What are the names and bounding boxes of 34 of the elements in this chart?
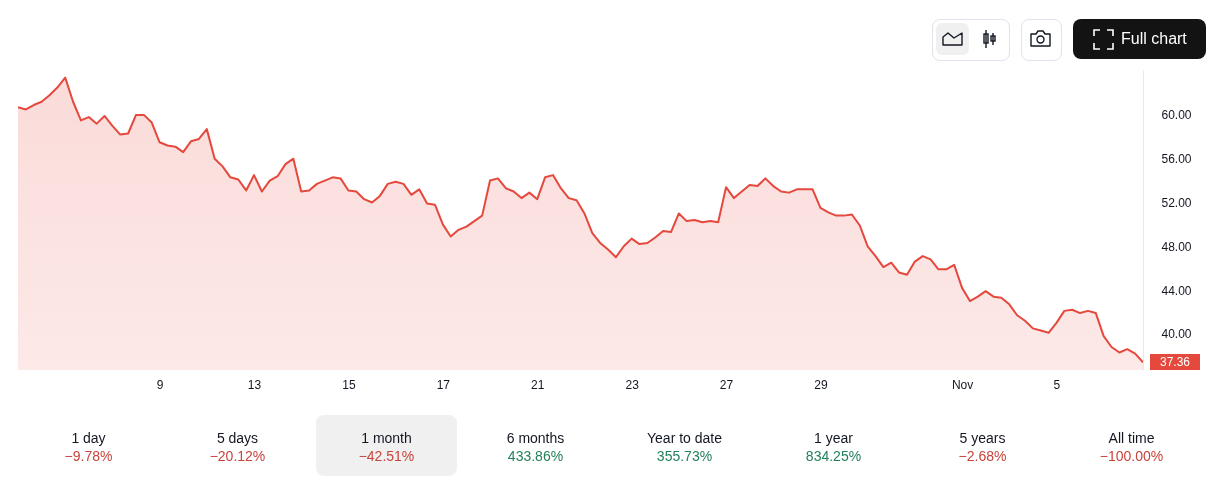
- text: 433.86%: [506, 447, 565, 465]
- y-tick-label: 48.00: [1161, 239, 1192, 254]
- y-tick-label: 56.00: [1161, 152, 1192, 167]
- text: −20.12%: [208, 447, 267, 465]
- x-tick-label: 15: [342, 377, 356, 392]
- x-tick-label: 5: [1053, 377, 1061, 392]
- text: −42.51%: [357, 447, 416, 465]
- text: 1 month: [360, 429, 413, 447]
- text: 834.25%: [804, 447, 863, 465]
- y-tick-label: 60.00: [1161, 108, 1192, 123]
- text: −9.78%: [63, 447, 114, 465]
- text: 355.73%: [655, 447, 714, 465]
- x-tick-label: 29: [814, 377, 828, 392]
- x-tick-label: 21: [531, 377, 545, 392]
- text: Year to date: [646, 429, 723, 447]
- x-tick-label: Nov: [951, 377, 974, 392]
- x-tick-label: 9: [156, 377, 164, 392]
- text: 6 months: [505, 429, 566, 447]
- text: 1 year: [813, 429, 854, 447]
- y-tick-label: 44.00: [1161, 283, 1192, 298]
- text: −2.68%: [957, 447, 1008, 465]
- text: −100.00%: [1098, 447, 1165, 465]
- x-tick-label: 13: [247, 377, 262, 392]
- y-tick-label: 40.00: [1161, 327, 1192, 342]
- text: 5 years: [958, 429, 1007, 447]
- text: 5 days: [215, 429, 260, 447]
- x-tick-label: 27: [719, 377, 734, 392]
- text: 37.36: [1150, 354, 1200, 371]
- text: Full chart: [1121, 29, 1187, 49]
- text: 1 day: [70, 429, 107, 447]
- y-tick-label: 52.00: [1161, 195, 1192, 210]
- text: All time: [1107, 429, 1156, 447]
- x-tick-label: 23: [625, 377, 640, 392]
- x-tick-label: 17: [436, 377, 451, 392]
